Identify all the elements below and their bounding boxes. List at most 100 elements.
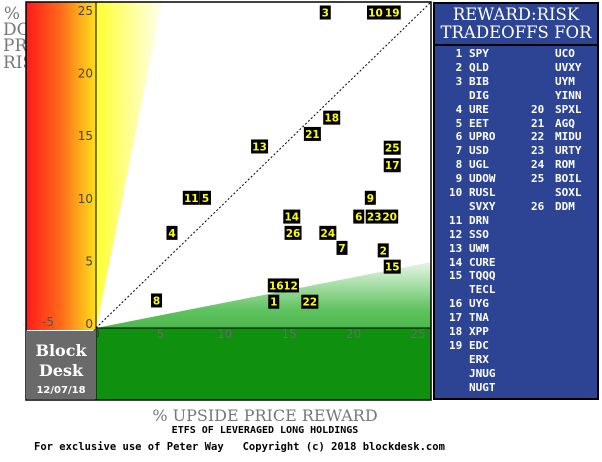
legend-symbol: SSO <box>469 227 489 241</box>
legend-id: 21 <box>531 116 545 130</box>
data-point-3: 3 <box>319 5 331 20</box>
legend-symbol: DRN <box>469 213 489 227</box>
data-point-26: 26 <box>284 225 302 240</box>
x-tick-label: 25 <box>410 327 425 341</box>
data-point-label: 9 <box>367 193 374 205</box>
y-tick-label: 25 <box>78 4 93 18</box>
data-point-label: 23 <box>367 212 382 224</box>
legend-symbol: URTY <box>555 144 582 158</box>
legend-symbol: SVXY <box>469 199 496 213</box>
legend-id: 9 <box>449 172 463 186</box>
data-point-label: 11 <box>184 193 199 205</box>
data-point-22: 22 <box>301 294 319 309</box>
data-point-25: 25 <box>383 140 401 155</box>
x-axis-label: % UPSIDE PRICE REWARD <box>152 406 378 425</box>
legend-symbol: QLD <box>469 60 489 74</box>
legend-id: 11 <box>449 213 463 227</box>
data-point-12: 12 <box>281 278 299 293</box>
legend-id: 12 <box>449 227 463 241</box>
legend-symbol: UDOW <box>469 172 496 186</box>
y-tick-label: 10 <box>78 192 93 206</box>
data-point-label: 22 <box>302 297 317 309</box>
legend-id: 4 <box>449 102 463 116</box>
legend-id <box>449 354 462 366</box>
data-point-label: 8 <box>153 295 160 307</box>
legend-id <box>449 382 462 394</box>
y-tick-label: 20 <box>78 67 93 81</box>
legend-symbol: DDM <box>555 199 575 213</box>
chart-subtitle: ETFS OF LEVERAGED LONG HOLDINGS <box>171 425 359 436</box>
data-point-15: 15 <box>383 259 401 274</box>
legend-id: 10 <box>449 186 463 199</box>
legend-panel: REWARD:RISK TRADEOFFS FOR 1 SPY UCO 2 QLD UV… <box>433 2 599 400</box>
legend-id: 18 <box>449 325 463 338</box>
x-tick-label: 15 <box>282 327 297 341</box>
legend-id: 22 <box>531 130 545 144</box>
data-point-label: 18 <box>324 113 339 125</box>
data-point-label: 12 <box>283 280 298 292</box>
legend-symbol: ROM <box>555 158 575 172</box>
legend-symbol: DIG <box>469 88 489 102</box>
data-point-10: 10 <box>366 5 384 20</box>
data-point-label: 10 <box>368 8 383 20</box>
legend-symbol: UPRO <box>469 130 496 144</box>
legend-symbol: UGL <box>469 158 489 172</box>
legend-symbol: SPXL <box>555 102 582 116</box>
data-point-6: 6 <box>353 209 365 224</box>
x-tick-label: 10 <box>217 327 232 341</box>
legend-id: 19 <box>449 338 463 352</box>
data-point-label: 24 <box>321 228 336 240</box>
legend-id: 26 <box>531 199 545 213</box>
data-point-label: 13 <box>252 141 267 153</box>
brand-name: Block Desk <box>35 341 87 380</box>
data-point-label: 26 <box>286 228 301 240</box>
risk-zone-yellow <box>96 2 162 328</box>
risk-zone-red <box>26 2 96 330</box>
legend-symbol: EET <box>469 116 489 130</box>
legend-id: 16 <box>449 297 463 311</box>
legend-symbol: RUSL <box>469 186 496 199</box>
legend-id: 20 <box>531 102 545 116</box>
legend-symbol: UCO <box>555 47 575 60</box>
legend-symbol: BOIL <box>555 172 582 186</box>
legend-id: 8 <box>449 158 463 172</box>
x-tick-label: 5 <box>157 327 165 341</box>
legend-symbol: TQQQ <box>469 269 496 283</box>
y-tick-label: 0 <box>85 317 93 331</box>
legend-title: REWARD:RISK TRADEOFFS FOR <box>440 5 592 42</box>
data-point-24: 24 <box>319 225 337 240</box>
data-point-11: 11 <box>182 190 200 205</box>
data-point-2: 2 <box>377 243 389 258</box>
data-point-14: 14 <box>283 209 301 224</box>
legend-id: 25 <box>531 172 545 186</box>
x-tick-label: 20 <box>346 327 361 341</box>
legend-symbol: NUGT <box>469 380 496 394</box>
legend-symbol: URE <box>469 102 489 116</box>
legend-id: 6 <box>449 130 463 144</box>
data-point-label: 21 <box>305 129 320 141</box>
legend-symbol: XPP <box>469 325 489 338</box>
data-point-label: 7 <box>338 243 345 255</box>
legend-divider <box>435 44 597 46</box>
reward-zone-dark <box>96 328 431 400</box>
data-point-4: 4 <box>166 225 178 240</box>
data-point-8: 8 <box>151 293 163 308</box>
data-point-label: 1 <box>270 297 277 309</box>
legend-symbol: MIDU <box>555 130 582 144</box>
data-point-label: 5 <box>202 193 209 205</box>
data-point-label: 4 <box>168 228 175 240</box>
data-point-19: 19 <box>383 5 401 20</box>
data-point-label: 20 <box>382 212 397 224</box>
data-point-17: 17 <box>383 158 401 173</box>
data-point-label: 16 <box>269 280 284 292</box>
legend-symbol: JNUG <box>469 366 496 380</box>
legend-symbol: CURE <box>469 255 496 269</box>
legend-id: 17 <box>449 311 463 325</box>
x-tick-label: 0 <box>92 327 100 341</box>
legend-symbol: TECL <box>469 283 496 297</box>
corner-tick-label: -5 <box>42 315 54 329</box>
data-point-23: 23 <box>365 209 383 224</box>
data-point-16: 16 <box>267 278 285 293</box>
data-point-label: 17 <box>385 160 400 172</box>
legend-id: 2 <box>449 60 463 74</box>
